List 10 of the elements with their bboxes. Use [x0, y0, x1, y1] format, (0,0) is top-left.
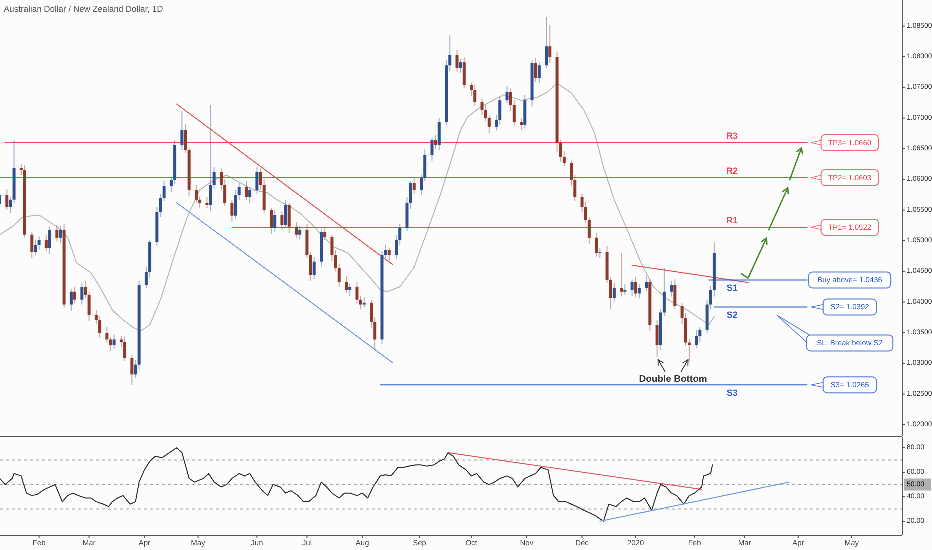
annotation: Double Bottom — [639, 374, 708, 385]
series-label: R2 — [726, 166, 738, 176]
line-series — [0, 82, 715, 332]
text: Australian Dollar / New Zealand Dollar, 1D — [4, 4, 164, 14]
series-label: R1 — [726, 216, 738, 226]
series-label: R3 — [726, 130, 738, 141]
series-label: S2 — [726, 310, 738, 320]
series-label: S3 — [726, 388, 738, 398]
line-series — [0, 448, 714, 522]
series-label: S1 — [726, 283, 738, 294]
